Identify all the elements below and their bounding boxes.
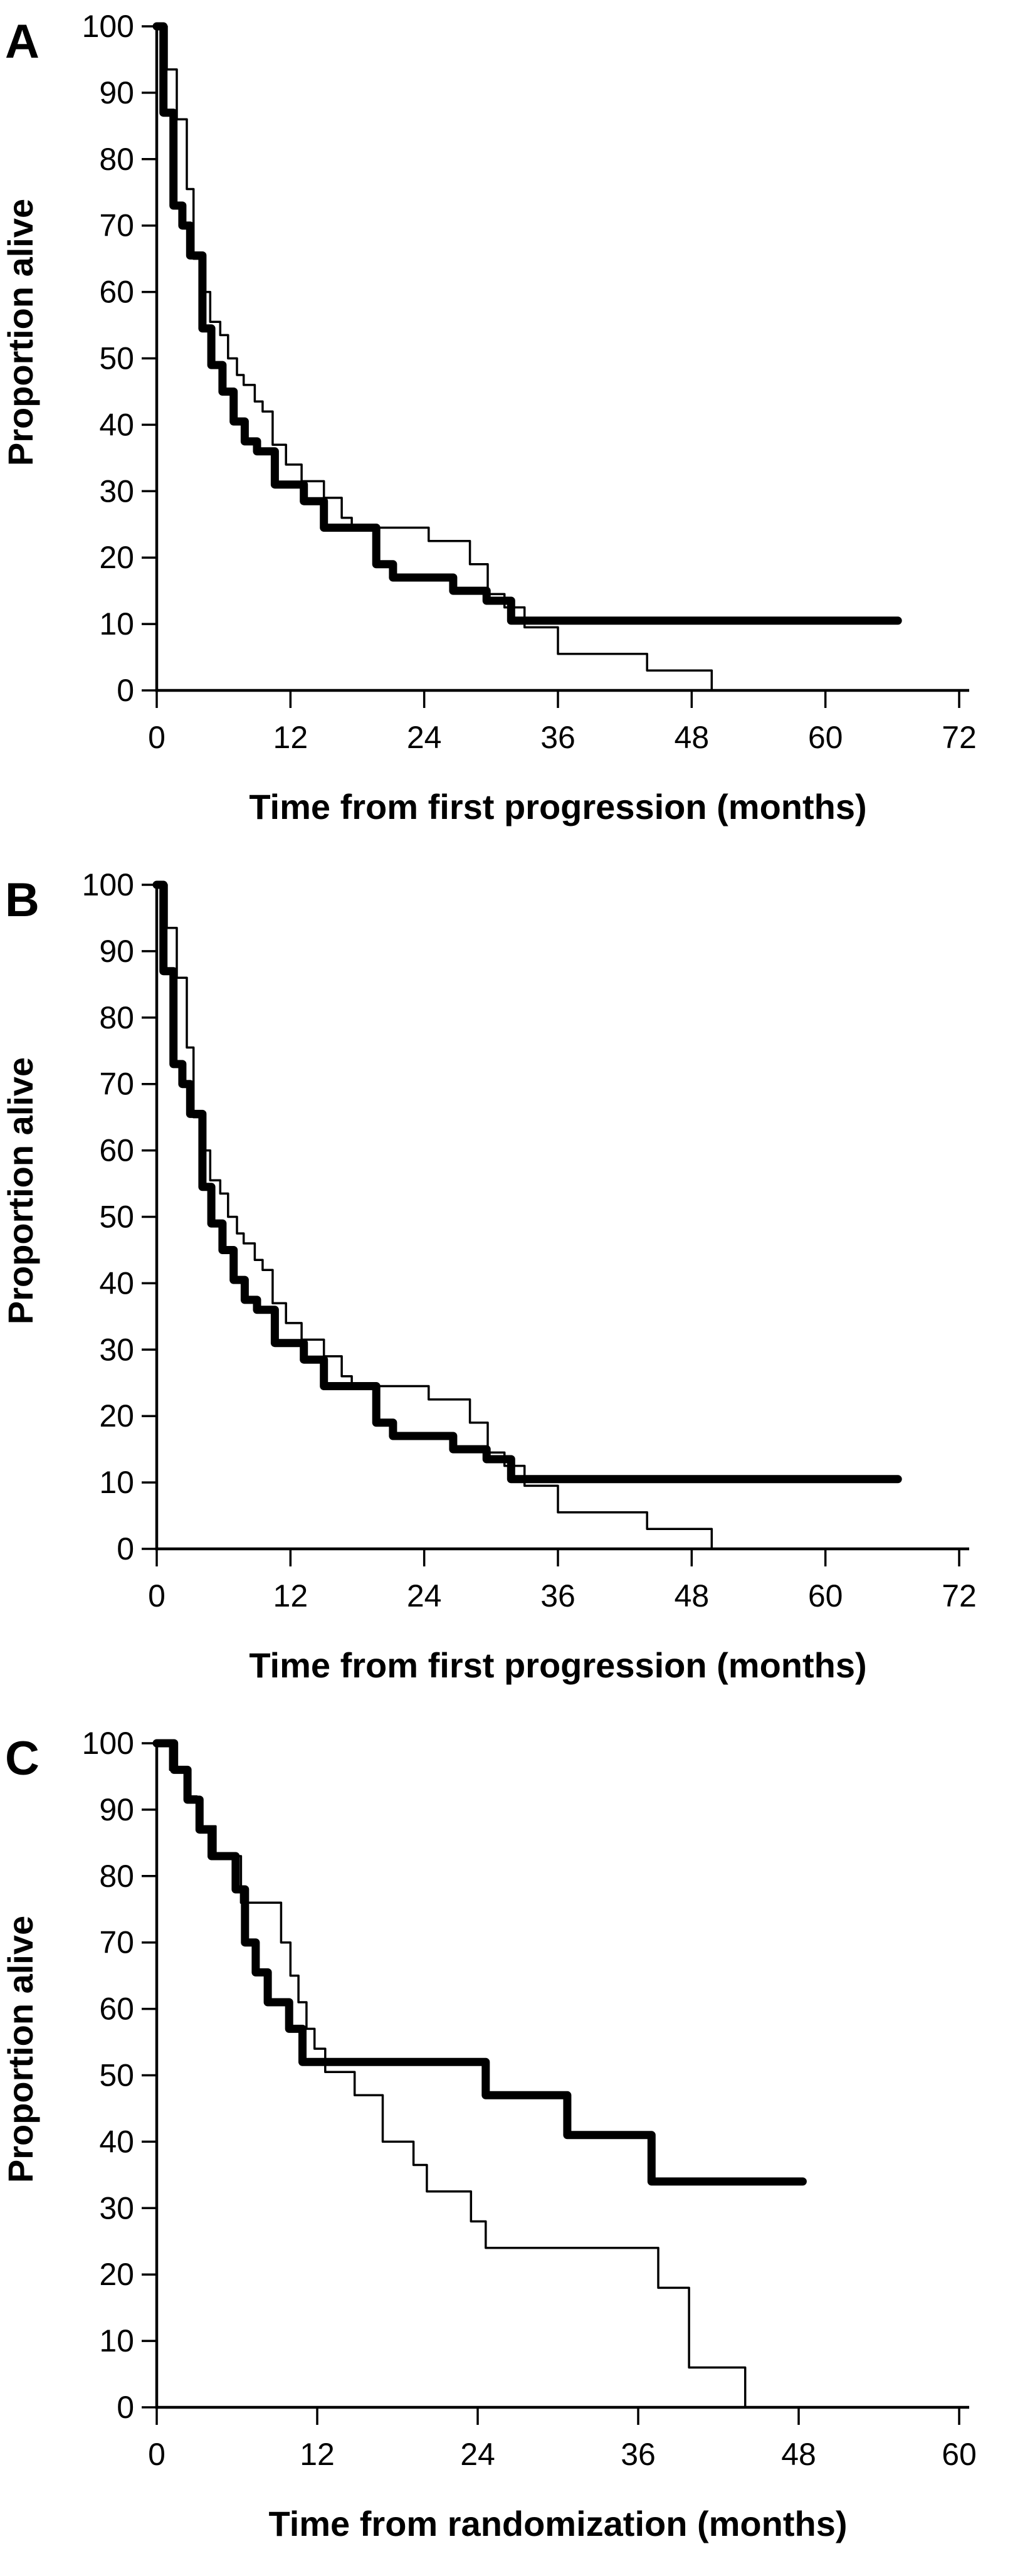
x-tick-label: 0	[148, 2437, 166, 2472]
y-tick-label: 50	[99, 2058, 134, 2093]
y-tick-label: 60	[99, 275, 134, 310]
y-tick-label: 30	[99, 1332, 134, 1367]
y-axis-title: Proportion alive	[1, 199, 40, 466]
x-tick-label: 12	[300, 2437, 335, 2472]
y-tick-label: 100	[82, 867, 134, 902]
x-tick-label: 24	[407, 720, 442, 755]
x-tick-label: 12	[273, 720, 308, 755]
y-tick-label: 50	[99, 1200, 134, 1235]
thin-curve	[157, 884, 713, 1549]
y-tick-label: 40	[99, 1265, 134, 1301]
panel-c-chart: 0 10 20 30 40 50 60 70 80 90 100 0 12 24 36 48 60 Time fr…	[1, 1726, 977, 2543]
x-axis-title: Time from first progression (months)	[249, 1645, 866, 1685]
y-tick-label: 40	[99, 407, 134, 442]
y-tick-label: 10	[99, 606, 134, 641]
y-tick-label: 60	[99, 1133, 134, 1168]
x-axis-title: Time from randomization (months)	[269, 2504, 848, 2543]
y-tick-label: 80	[99, 1859, 134, 1894]
panel-letter: B	[5, 874, 39, 927]
x-tick-label: 48	[675, 720, 710, 755]
y-tick-label: 70	[99, 1067, 134, 1102]
x-tick-label: 72	[942, 720, 977, 755]
y-tick-label: 60	[99, 1992, 134, 2027]
y-tick-label: 30	[99, 2190, 134, 2225]
y-axis-title: Proportion alive	[1, 1057, 40, 1324]
y-tick-label: 100	[82, 9, 134, 44]
y-tick-label: 0	[117, 2390, 134, 2425]
thick-curve	[152, 1739, 807, 2186]
y-tick-label: 0	[117, 1531, 134, 1566]
panel-b-chart: 0 10 20 30 40 50 60 70 80 90 100 0 12 24 36 48 60 72 Time …	[1, 867, 977, 1685]
y-tick-label: 90	[99, 1792, 134, 1827]
panel-C: 0 10 20 30 40 50 60 70 80 90 100 0 12 24 36 48 60 Time fr…	[0, 1717, 1030, 2575]
y-tick-label: 80	[99, 142, 134, 177]
thick-curve	[152, 22, 902, 625]
y-tick-label: 40	[99, 2124, 134, 2159]
y-tick-label: 70	[99, 208, 134, 243]
x-tick-label: 48	[675, 1578, 710, 1613]
y-tick-label: 70	[99, 1925, 134, 1960]
x-tick-label: 60	[808, 1578, 843, 1613]
panel-A: 0 10 20 30 40 50 60 70 80 90 100 0 12 24 36 48 60 72 Time …	[0, 0, 1030, 858]
x-tick-label: 36	[540, 720, 575, 755]
thin-curve	[157, 1742, 747, 2407]
y-axis-title: Proportion alive	[1, 1916, 40, 2183]
thin-curve	[157, 25, 713, 690]
x-tick-label: 0	[148, 720, 166, 755]
y-tick-label: 10	[99, 1465, 134, 1500]
panel-a-chart: 0 10 20 30 40 50 60 70 80 90 100 0 12 24 36 48 60 72 Time …	[1, 9, 977, 826]
x-tick-label: 36	[621, 2437, 656, 2472]
x-tick-label: 0	[148, 1578, 166, 1613]
y-tick-label: 10	[99, 2323, 134, 2358]
y-tick-label: 80	[99, 1000, 134, 1035]
x-tick-label: 48	[781, 2437, 816, 2472]
y-tick-label: 30	[99, 473, 134, 509]
panel-B: 0 10 20 30 40 50 60 70 80 90 100 0 12 24 36 48 60 72 Time …	[0, 858, 1030, 1717]
panel-letter: C	[5, 1732, 39, 1785]
x-tick-label: 12	[273, 1578, 308, 1613]
x-tick-label: 60	[942, 2437, 977, 2472]
panel-letter: A	[5, 15, 39, 68]
x-tick-label: 24	[407, 1578, 442, 1613]
y-tick-label: 20	[99, 1398, 134, 1433]
x-tick-label: 72	[942, 1578, 977, 1613]
x-tick-label: 24	[460, 2437, 495, 2472]
x-tick-label: 36	[540, 1578, 575, 1613]
y-tick-label: 0	[117, 673, 134, 708]
y-tick-label: 50	[99, 341, 134, 376]
y-tick-label: 20	[99, 540, 134, 575]
x-tick-label: 60	[808, 720, 843, 755]
y-tick-label: 20	[99, 2257, 134, 2292]
y-tick-label: 100	[82, 1726, 134, 1761]
y-tick-label: 90	[99, 75, 134, 110]
y-tick-label: 90	[99, 934, 134, 969]
thick-curve	[152, 880, 902, 1484]
x-axis-title: Time from first progression (months)	[249, 787, 866, 826]
